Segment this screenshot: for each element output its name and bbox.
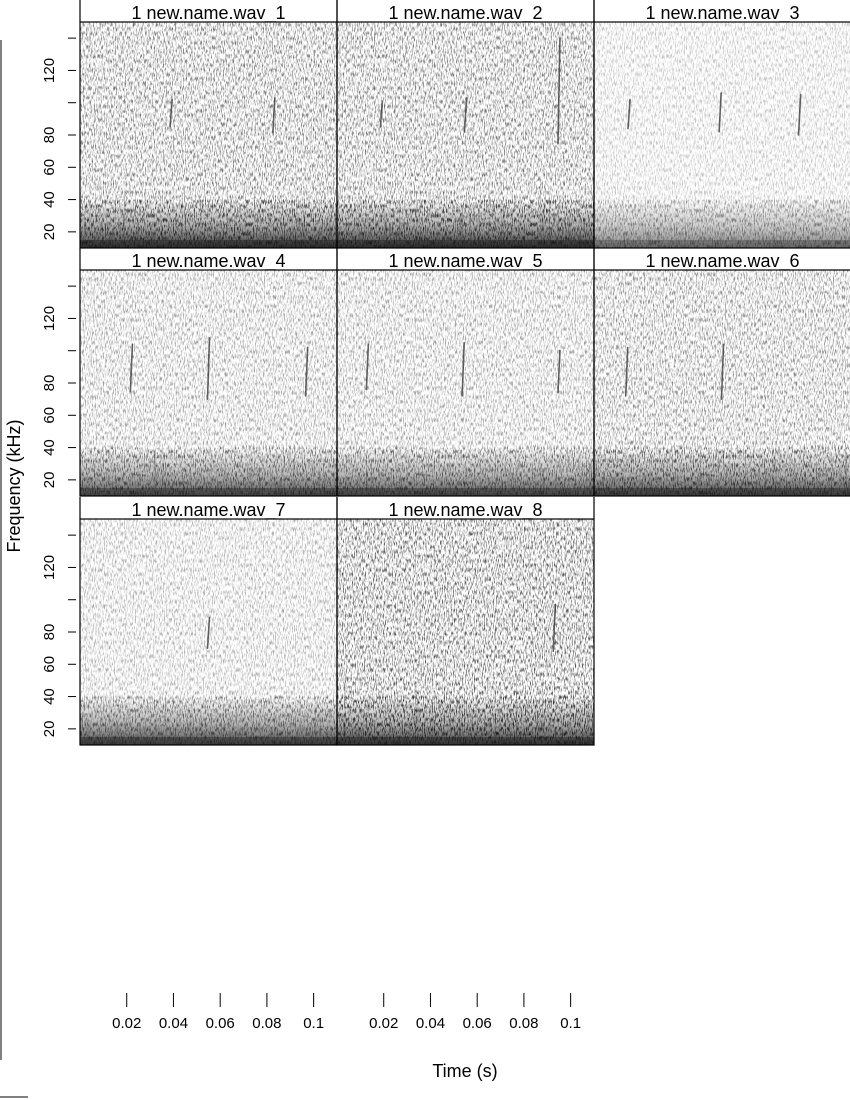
call-mark (720, 343, 725, 400)
spectrogram-image (594, 270, 850, 496)
panel-title: 1 new.name.wav_3 (645, 3, 799, 24)
low-band-texture (337, 447, 594, 496)
y-tick-label: 60 (41, 159, 58, 176)
call-mark (379, 100, 384, 128)
call-mark (627, 98, 631, 130)
call-mark (552, 603, 557, 653)
spectrogram-image (80, 22, 337, 248)
y-tick-label: 40 (41, 191, 58, 208)
spectrogram-image (337, 519, 594, 745)
floor-band (337, 239, 594, 248)
x-tick-label: 0.06 (206, 1015, 235, 1032)
floor-band (80, 487, 337, 496)
low-band-texture (80, 696, 337, 745)
floor-band (80, 239, 337, 248)
call-mark (557, 37, 561, 144)
spectrogram-panel: 1 new.name.wav_3 (593, 0, 850, 249)
spectrogram-image (594, 22, 850, 248)
call-mark (169, 98, 173, 128)
spectrogram-panel: 1 new.name.wav_2 (336, 0, 595, 249)
floor-band (337, 736, 594, 745)
spectrogram-image (80, 270, 337, 496)
call-mark (718, 92, 722, 133)
call-mark (129, 343, 134, 392)
spectrogram-image (337, 22, 594, 248)
y-tick-label: 20 (41, 224, 58, 241)
x-tick-label: 0.08 (252, 1015, 281, 1032)
call-mark (206, 336, 211, 400)
low-band-texture (594, 199, 850, 248)
call-mark (624, 346, 629, 397)
call-mark (557, 349, 561, 394)
y-tick-label: 80 (41, 127, 58, 144)
floor-band (594, 239, 850, 248)
x-axis: 0.02 0.04 0.06 0.08 0.1 0.02 0.04 0.06 0.08 0.1 (112, 993, 581, 1032)
call-mark (206, 616, 211, 649)
x-tick-label: 0.02 (369, 1015, 398, 1032)
panel-title: 1 new.name.wav_1 (131, 3, 285, 24)
spectrogram-panel: 1 new.name.wav_4 (79, 248, 338, 497)
y-tick-label: 60 (41, 407, 58, 424)
panel-title: 1 new.name.wav_2 (388, 3, 542, 24)
call-mark (304, 346, 309, 397)
floor-band (80, 736, 337, 745)
call-mark (461, 341, 465, 397)
y-axis: 20 40 60 80 120 20 40 60 80 120 20 40 60 80 120 (41, 37, 76, 738)
panel-title: 1 new.name.wav_8 (388, 500, 542, 521)
y-tick-label: 120 (41, 306, 58, 331)
x-tick-label: 0.06 (463, 1015, 492, 1032)
x-tick-label: 0.04 (416, 1015, 445, 1032)
y-tick-label: 80 (41, 624, 58, 641)
y-tick-label: 40 (41, 688, 58, 705)
spectrogram-panel: 1 new.name.wav_8 (336, 497, 595, 746)
spectrogram-image (80, 519, 337, 745)
spectrogram-panel: 1 new.name.wav_7 (79, 497, 338, 746)
low-band-texture (337, 696, 594, 745)
panel-title: 1 new.name.wav_7 (131, 500, 285, 521)
call-mark (365, 343, 370, 391)
x-tick-label: 0.08 (509, 1015, 538, 1032)
y-tick-label: 120 (41, 555, 58, 580)
spectrogram-panel: 1 new.name.wav_1 (79, 0, 338, 249)
y-tick-label: 120 (41, 58, 58, 83)
x-axis-label: Time (s) (432, 1061, 497, 1081)
y-tick-label: 20 (41, 472, 58, 489)
spectrogram-image (337, 270, 594, 496)
x-tick-label: 0.04 (159, 1015, 188, 1032)
panel-frame (336, 518, 595, 746)
y-tick-label: 80 (41, 375, 58, 392)
x-tick-label: 0.1 (560, 1015, 581, 1032)
panel-frame (593, 21, 850, 249)
x-tick-label: 0.02 (112, 1015, 141, 1032)
panel-title: 1 new.name.wav_4 (131, 251, 285, 272)
floor-band (594, 487, 850, 496)
y-axis-label: Frequency (kHz) (4, 419, 24, 552)
x-tick-label: 0.1 (303, 1015, 324, 1032)
low-band-texture (594, 447, 850, 496)
spectrogram-panel: 1 new.name.wav_5 (336, 248, 595, 497)
panel-title: 1 new.name.wav_5 (388, 251, 542, 272)
y-tick-label: 40 (41, 439, 58, 456)
call-mark (272, 97, 276, 133)
panels-layer: 1 new.name.wav_1 1 new.name.wav_2 1 new.na… (79, 0, 850, 746)
y-tick-label: 20 (41, 721, 58, 738)
call-mark (463, 97, 468, 133)
panel-frame (593, 269, 850, 497)
call-mark (797, 93, 802, 136)
panel-title: 1 new.name.wav_6 (645, 251, 799, 272)
low-band-texture (80, 447, 337, 496)
floor-band (337, 487, 594, 496)
spectrogram-panel: 1 new.name.wav_6 (593, 248, 850, 497)
y-tick-label: 60 (41, 656, 58, 673)
